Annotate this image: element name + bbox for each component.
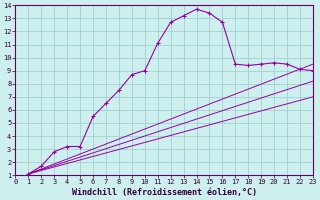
X-axis label: Windchill (Refroidissement éolien,°C): Windchill (Refroidissement éolien,°C) (72, 188, 257, 197)
